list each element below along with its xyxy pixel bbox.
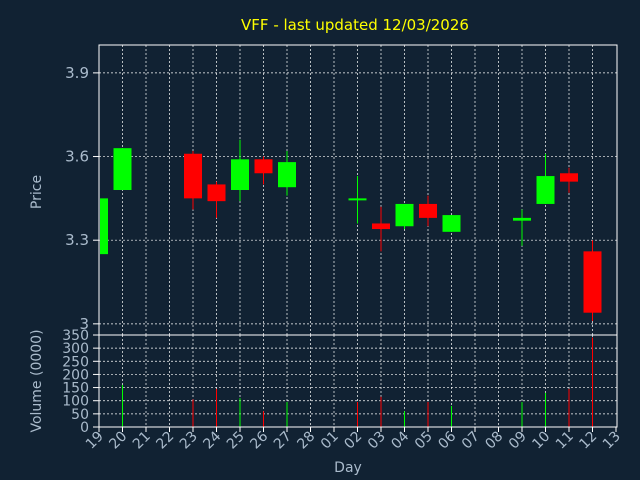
candle-body [513, 217, 531, 221]
candle-04 [395, 203, 414, 230]
price-axis-label: Price [29, 175, 45, 209]
candle-body [207, 184, 226, 202]
volume-tick-label: 50 [71, 407, 89, 423]
price-tick-label: 3 [79, 315, 89, 333]
candle-body [395, 203, 414, 227]
candle-06 [442, 215, 461, 232]
volume-tick-label: 200 [62, 367, 89, 383]
candle-09 [513, 209, 531, 246]
candle-body [100, 198, 108, 255]
candle-25 [231, 139, 249, 202]
candle-body [419, 203, 437, 218]
candle-body [113, 148, 132, 190]
candle-05 [419, 195, 437, 227]
candle-12 [583, 240, 602, 322]
volume-tick-label: 0 [80, 420, 89, 436]
candle-27 [278, 150, 296, 196]
candle-10 [536, 153, 555, 204]
volume-tick-label: 100 [62, 394, 89, 410]
volume-tick-label: 250 [62, 354, 89, 370]
candle-11 [560, 167, 578, 193]
candle-body [560, 173, 578, 182]
candle-body [278, 162, 296, 188]
volume-tick-label: 150 [62, 381, 89, 397]
x-axis-ticks: 19 20 21 22 23 24 25 26 27 28 01 02 03 04 05 06 07 08 09 10… [83, 427, 624, 452]
price-candles [98, 139, 602, 322]
price-tick-label: 3.6 [65, 148, 89, 166]
candle-02 [348, 176, 367, 224]
chart-title: VFF - last updated 12/03/2026 [241, 16, 469, 34]
volume-bars [122, 337, 593, 427]
volume-axis-label: Volume (0000) [29, 329, 45, 432]
candle-body [348, 198, 367, 201]
candle-body [372, 223, 390, 230]
candle-24 [207, 181, 226, 218]
candle-20 [113, 148, 132, 190]
candle-body [184, 153, 202, 199]
candle-body [231, 159, 249, 190]
price-tick-label: 3.9 [65, 64, 89, 82]
volume-tick-label: 300 [62, 341, 89, 357]
candle-body [254, 159, 273, 174]
price-tick-label: 3.3 [65, 231, 89, 249]
candle-19 [98, 198, 108, 255]
volume-tick-label: 350 [62, 328, 89, 344]
candle-26 [254, 156, 273, 185]
candle-03 [372, 206, 390, 252]
candle-23 [184, 150, 202, 210]
candle-body [442, 215, 461, 232]
candle-body [583, 251, 602, 313]
price-y-ticks: 3 3.3 3.6 3.9 [65, 64, 99, 333]
x-axis-label: Day [334, 460, 362, 476]
candle-body [536, 176, 555, 204]
